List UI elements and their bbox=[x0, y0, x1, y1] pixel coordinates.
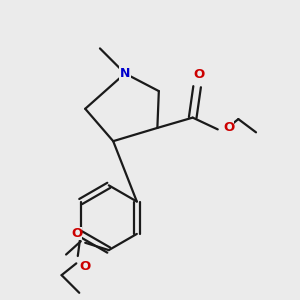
Text: O: O bbox=[223, 122, 234, 134]
Text: O: O bbox=[79, 260, 91, 273]
Text: O: O bbox=[193, 68, 204, 81]
Text: O: O bbox=[71, 227, 82, 240]
Text: N: N bbox=[120, 67, 130, 80]
